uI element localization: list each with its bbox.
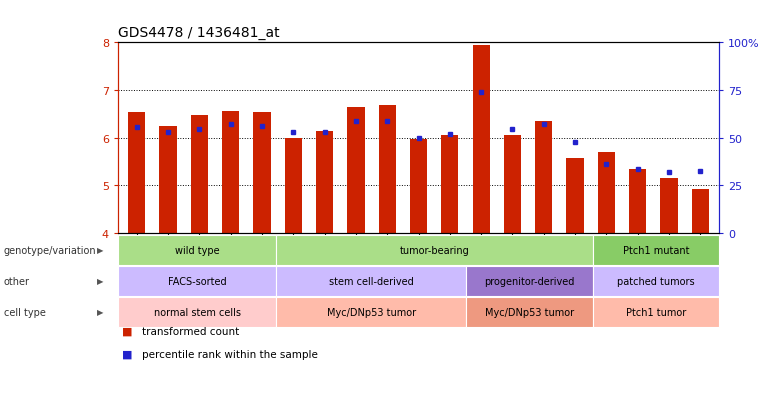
Bar bbox=[347, 107, 365, 233]
Bar bbox=[128, 112, 145, 233]
Bar bbox=[629, 169, 646, 233]
Text: FACS-sorted: FACS-sorted bbox=[167, 276, 226, 286]
Text: cell type: cell type bbox=[4, 307, 46, 317]
Bar bbox=[598, 152, 615, 233]
Text: normal stem cells: normal stem cells bbox=[154, 307, 240, 317]
Bar bbox=[441, 136, 458, 233]
Bar bbox=[566, 158, 584, 233]
Text: progenitor-derived: progenitor-derived bbox=[484, 276, 575, 286]
Bar bbox=[661, 179, 677, 233]
Text: Ptch1 mutant: Ptch1 mutant bbox=[622, 245, 689, 255]
Text: ■: ■ bbox=[122, 326, 132, 336]
Bar bbox=[285, 138, 302, 233]
Text: tumor-bearing: tumor-bearing bbox=[400, 245, 470, 255]
Text: Myc/DNp53 tumor: Myc/DNp53 tumor bbox=[485, 307, 574, 317]
Text: percentile rank within the sample: percentile rank within the sample bbox=[142, 349, 318, 359]
Bar bbox=[473, 46, 490, 233]
Text: GDS4478 / 1436481_at: GDS4478 / 1436481_at bbox=[118, 26, 279, 40]
Bar bbox=[379, 106, 396, 233]
Text: wild type: wild type bbox=[175, 245, 219, 255]
Text: Myc/DNp53 tumor: Myc/DNp53 tumor bbox=[326, 307, 416, 317]
Text: genotype/variation: genotype/variation bbox=[4, 245, 97, 255]
Bar bbox=[316, 131, 333, 233]
Bar bbox=[222, 111, 239, 233]
Text: other: other bbox=[4, 276, 30, 286]
Text: Ptch1 tumor: Ptch1 tumor bbox=[626, 307, 686, 317]
Text: stem cell-derived: stem cell-derived bbox=[329, 276, 413, 286]
Text: ▶: ▶ bbox=[97, 246, 104, 255]
Bar bbox=[253, 112, 271, 233]
Bar bbox=[504, 136, 521, 233]
Bar bbox=[535, 122, 552, 233]
Text: transformed count: transformed count bbox=[142, 326, 240, 336]
Text: patched tumors: patched tumors bbox=[617, 276, 695, 286]
Bar bbox=[160, 126, 177, 233]
Text: ■: ■ bbox=[122, 349, 132, 359]
Bar bbox=[692, 190, 709, 233]
Bar bbox=[191, 116, 208, 233]
Text: ▶: ▶ bbox=[97, 308, 104, 317]
Bar bbox=[410, 139, 427, 233]
Text: ▶: ▶ bbox=[97, 277, 104, 286]
